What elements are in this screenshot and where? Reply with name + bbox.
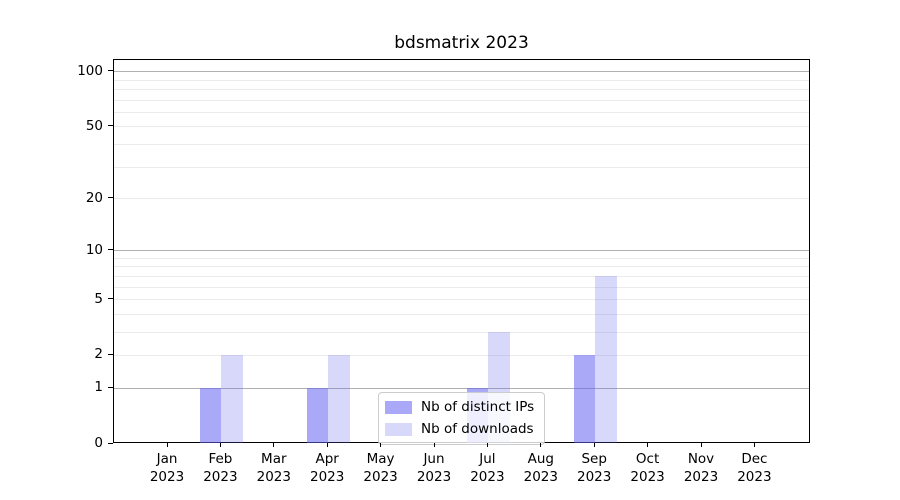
x-tick-label-aug-2023: Aug 2023 (509, 450, 573, 486)
x-tick-mark-dec-2023 (753, 443, 755, 447)
bar-nb-of-distinct-ips-apr-2023 (306, 388, 329, 443)
x-tick-mark-jan-2023 (166, 443, 168, 447)
x-tick-year: 2023 (416, 469, 452, 485)
y-tick-mark-10 (108, 249, 113, 251)
gridline-40 (114, 144, 809, 146)
x-tick-label-dec-2023: Dec 2023 (722, 450, 786, 486)
chart-title: bdsmatrix 2023 (394, 33, 529, 53)
x-tick-mark-jul-2023 (486, 443, 488, 447)
x-tick-month: Jul (479, 451, 496, 467)
x-tick-year: 2023 (149, 469, 185, 485)
gridline-100 (114, 71, 809, 73)
gridline-9 (114, 257, 809, 259)
x-tick-year: 2023 (470, 469, 505, 485)
x-tick-mark-aug-2023 (540, 443, 542, 447)
gridline-8 (114, 266, 809, 268)
gridline-90 (114, 79, 809, 81)
x-tick-mark-feb-2023 (219, 443, 221, 447)
x-tick-month: Jun (423, 451, 445, 467)
x-tick-month: Nov (687, 451, 715, 467)
x-tick-label-jun-2023: Jun 2023 (402, 450, 466, 486)
x-tick-year: 2023 (203, 469, 238, 485)
legend-label-distinct-ips: Nb of distinct IPs (421, 399, 535, 415)
y-tick-label-100: 100 (77, 62, 103, 79)
y-tick-label-20: 20 (85, 189, 103, 206)
y-tick-label-5: 5 (94, 290, 103, 307)
y-tick-mark-20 (108, 197, 113, 198)
x-tick-mark-may-2023 (380, 443, 382, 447)
x-tick-month: Mar (261, 451, 287, 467)
gridline-7 (114, 275, 809, 277)
x-tick-month: Oct (635, 451, 660, 467)
x-tick-year: 2023 (683, 469, 719, 485)
bar-nb-of-downloads-sep-2023 (595, 276, 617, 443)
y-tick-mark-2 (108, 353, 113, 355)
x-tick-label-may-2023: May 2023 (349, 450, 413, 486)
y-tick-label-2: 2 (94, 346, 103, 363)
downloads-swatch (385, 422, 412, 436)
x-tick-month: Sep (581, 451, 607, 467)
x-tick-year: 2023 (577, 469, 612, 485)
gridline-4 (114, 313, 809, 315)
legend-item-distinct-ips: Nb of distinct IPs (385, 399, 535, 415)
y-tick-mark-100 (108, 70, 113, 72)
bar-nb-of-downloads-apr-2023 (328, 355, 350, 443)
legend-label-downloads: Nb of downloads (421, 421, 534, 437)
x-tick-year: 2023 (523, 469, 558, 485)
gridline-3 (114, 331, 809, 333)
gridline-2 (114, 354, 809, 356)
gridline-80 (114, 89, 809, 91)
x-tick-mark-oct-2023 (647, 443, 649, 447)
y-tick-label-50: 50 (85, 117, 103, 134)
x-tick-label-oct-2023: Oct 2023 (616, 450, 680, 486)
plot-area: Nb of distinct IPs Nb of downloads (113, 59, 810, 445)
y-tick-label-0: 0 (94, 435, 103, 451)
y-tick-mark-0 (108, 442, 113, 444)
gridline-20 (114, 198, 809, 199)
x-tick-year: 2023 (256, 469, 291, 485)
x-tick-year: 2023 (737, 469, 772, 485)
x-tick-mark-jun-2023 (433, 443, 435, 447)
x-tick-year: 2023 (630, 469, 665, 485)
y-tick-label-1: 1 (94, 379, 103, 396)
gridline-50 (114, 126, 809, 128)
gridline-10 (114, 250, 809, 252)
x-tick-mark-nov-2023 (700, 443, 702, 447)
x-tick-year: 2023 (363, 469, 398, 485)
x-tick-label-sep-2023: Sep 2023 (562, 450, 626, 486)
gridline-30 (114, 166, 809, 168)
y-tick-mark-50 (108, 125, 113, 127)
x-tick-label-mar-2023: Mar 2023 (242, 450, 306, 486)
distinct-ips-swatch (385, 400, 412, 414)
x-tick-label-feb-2023: Feb 2023 (188, 450, 252, 486)
y-tick-label-10: 10 (85, 241, 103, 258)
x-tick-month: Apr (315, 451, 339, 467)
x-tick-month: May (366, 451, 395, 467)
gridline-70 (114, 99, 809, 101)
bar-nb-of-distinct-ips-sep-2023 (573, 355, 596, 443)
x-tick-label-jan-2023: Jan 2023 (135, 450, 199, 486)
x-tick-label-apr-2023: Apr 2023 (295, 450, 359, 486)
x-tick-label-nov-2023: Nov 2023 (669, 450, 733, 486)
gridline-6 (114, 286, 809, 288)
gridline-5 (114, 299, 809, 301)
x-tick-mark-apr-2023 (326, 443, 328, 447)
gridline-1 (114, 387, 809, 389)
y-tick-mark-5 (108, 298, 113, 300)
x-tick-month: Aug (527, 451, 554, 467)
gridline-60 (114, 112, 809, 114)
x-tick-mark-mar-2023 (273, 443, 275, 447)
bar-nb-of-downloads-feb-2023 (221, 355, 243, 443)
x-tick-month: Jan (156, 451, 178, 467)
x-tick-month: Dec (741, 451, 768, 467)
x-tick-year: 2023 (310, 469, 345, 485)
bar-nb-of-distinct-ips-feb-2023 (200, 388, 222, 443)
x-tick-label-jul-2023: Jul 2023 (455, 450, 519, 486)
x-tick-month: Feb (208, 451, 233, 467)
legend-item-downloads: Nb of downloads (385, 421, 535, 437)
legend: Nb of distinct IPs Nb of downloads (378, 392, 545, 445)
y-tick-mark-1 (108, 386, 113, 388)
x-tick-mark-sep-2023 (593, 443, 595, 447)
